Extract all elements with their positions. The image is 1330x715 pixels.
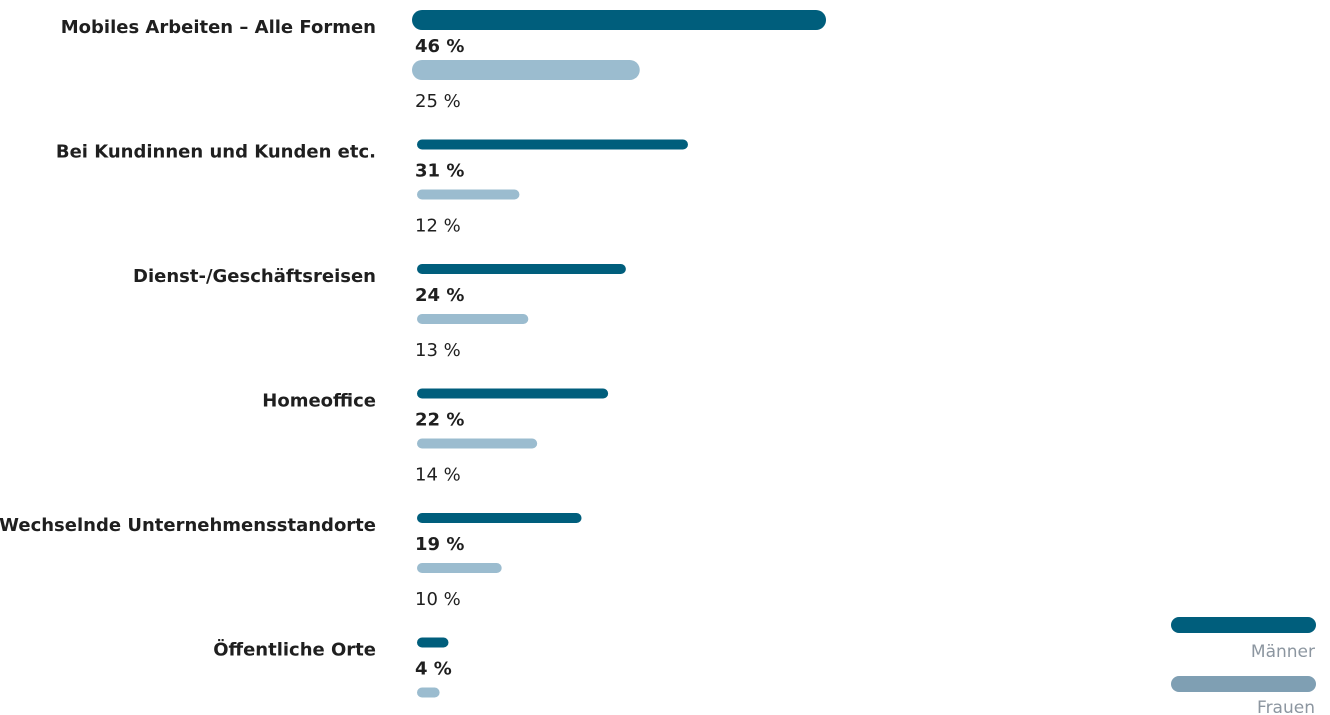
value-label-maenner: 46 % [415,36,464,57]
category-label: Wechselnde Unternehmensstandorte [0,515,376,536]
value-label-frauen: 13 % [415,340,461,361]
category-row-wechselnde-unternehmensstandorte: Wechselnde Unternehmensstandorte 19 % 10 % [0,513,582,610]
legend-label-frauen: Frauen [1257,698,1315,715]
category-label: Dienst-/Geschäftsreisen [133,266,376,287]
value-label-frauen: 25 % [415,91,461,112]
legend: Männer Frauen [1171,617,1316,715]
value-label-frauen: 14 % [415,465,461,486]
category-label: Öffentliche Orte [213,639,376,661]
category-row-dienst-geschaeftsreisen: Dienst-/Geschäftsreisen 24 % 13 % [133,264,626,361]
category-row-homeoffice: Homeoffice 22 % 14 % [262,388,609,486]
value-label-maenner: 19 % [415,534,464,555]
legend-label-maenner: Männer [1251,642,1315,662]
value-label-frauen: 12 % [415,216,461,237]
category-label: Bei Kundinnen und Kunden etc. [56,142,376,163]
value-label-maenner: 31 % [415,161,464,182]
category-label: Homeoffice [262,391,376,412]
value-label-maenner: 22 % [415,410,464,431]
category-row-oeffentliche-orte: Öffentliche Orte 4 % 3 % [213,637,452,715]
value-label-frauen: 3 % [415,714,449,715]
category-row-mobiles-arbeiten-alle-formen: Mobiles Arbeiten – Alle Formen 46 % 25 % [61,10,827,112]
value-label-frauen: 10 % [415,589,461,610]
category-label: Mobiles Arbeiten – Alle Formen [61,17,376,38]
category-row-bei-kundinnen-und-kunden-etc: Bei Kundinnen und Kunden etc. 31 % 12 % [56,139,688,237]
value-label-maenner: 4 % [415,659,452,680]
value-label-maenner: 24 % [415,285,464,306]
